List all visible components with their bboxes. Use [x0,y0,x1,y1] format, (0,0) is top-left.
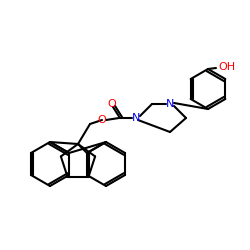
Text: O: O [108,99,116,109]
Text: N: N [132,113,140,123]
Text: OH: OH [218,62,235,72]
Text: N: N [166,99,174,109]
Text: O: O [98,115,106,125]
